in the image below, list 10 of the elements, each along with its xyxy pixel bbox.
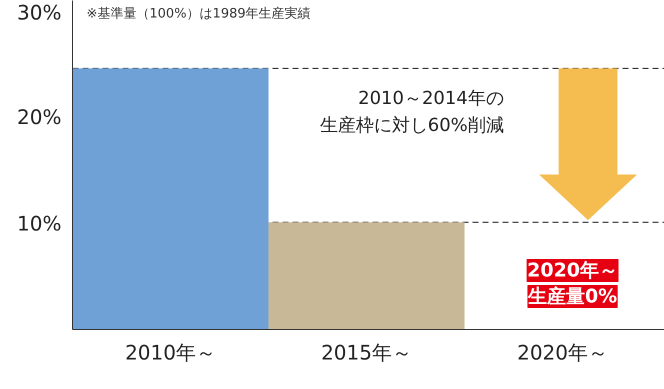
x-tick-label: 2015年～ (321, 340, 412, 364)
y-tick-label: 20% (17, 105, 62, 130)
annotation: 生産量0% (526, 286, 618, 308)
annotation: ※基準量（100%）は1989年生産実績 (86, 6, 311, 22)
x-tick-label: 2010年～ (125, 340, 216, 364)
y-tick-label: 30% (17, 0, 62, 24)
annotation: 2010～2014年の生産枠に対し60%削減 (320, 88, 504, 136)
x-tick-label: 2020年～ (517, 340, 608, 364)
annotation: 2020年～ (527, 260, 618, 282)
y-tick-label: 10% (17, 211, 62, 236)
